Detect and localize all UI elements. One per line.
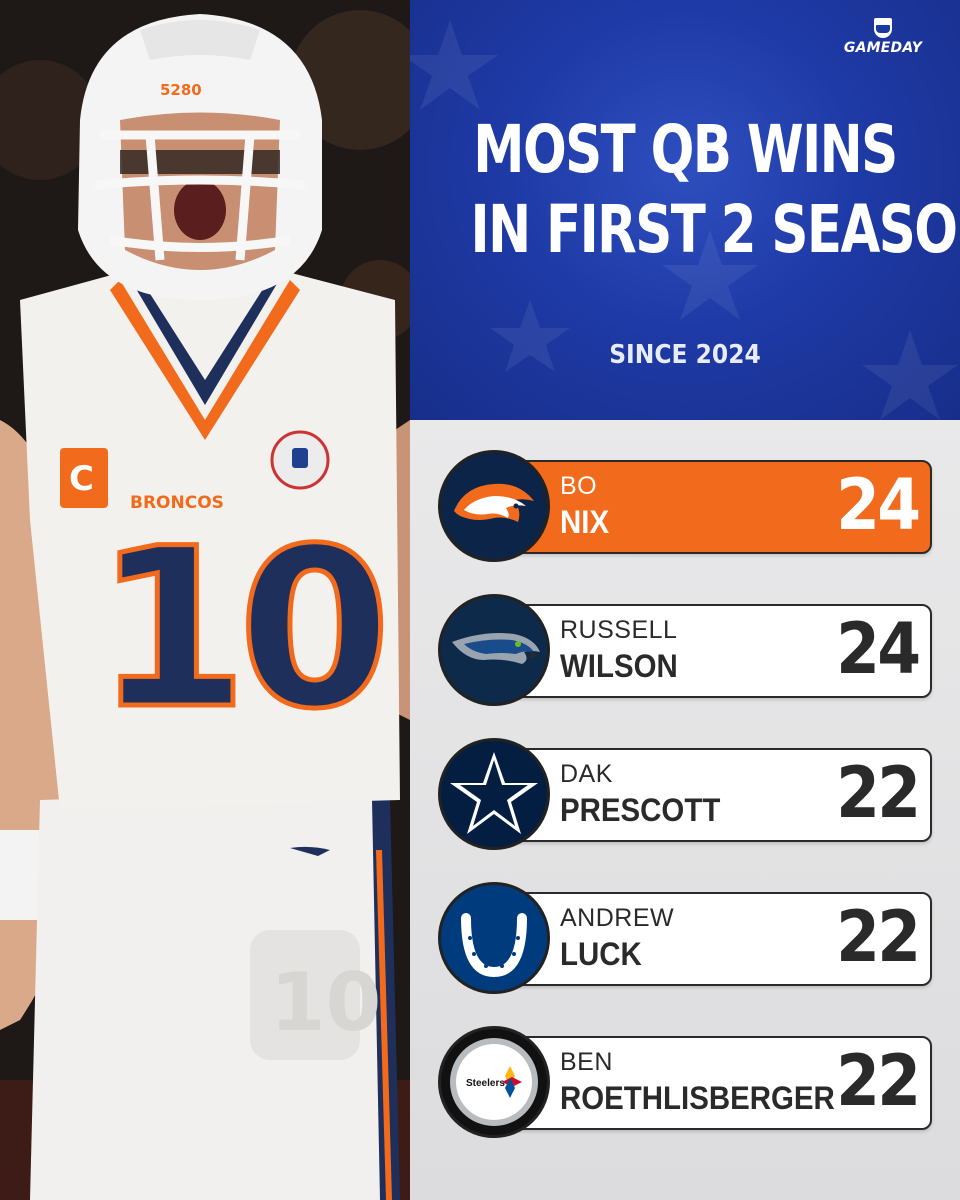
star-pattern-background: [410, 20, 958, 420]
leader-row: RUSSELL WILSON 24: [438, 594, 932, 706]
first-name: BO: [560, 472, 598, 500]
first-name: RUSSELL: [560, 616, 678, 644]
quarterback-illustration: 10 10 BRONCOS C 5280: [0, 0, 410, 1200]
page-title: MOST QB WINS IN FIRST 2 SEASONS: [470, 110, 960, 270]
nfl-gameday-brand: GAMEDAY: [838, 18, 928, 56]
title-line-1: MOST QB WINS: [473, 111, 898, 188]
leader-bar: [498, 748, 932, 842]
leader-row: DAK PRESCOTT 22: [438, 738, 932, 850]
wins-value: 24: [835, 464, 921, 546]
leader-bar: [498, 604, 932, 698]
first-name: DAK: [560, 760, 613, 788]
first-name: ANDREW: [560, 904, 675, 932]
wins-value: 22: [835, 896, 921, 978]
wins-value: 24: [835, 608, 921, 690]
helmet-text: 5280: [160, 81, 202, 99]
last-name: WILSON: [560, 648, 678, 684]
header: GAMEDAY MOST QB WINS IN FIRST 2 SEASONS …: [410, 0, 960, 420]
last-name: PRESCOTT: [560, 792, 721, 828]
subtitle: SINCE 2024: [609, 340, 761, 370]
nfl-shield-icon: [874, 18, 892, 38]
broncos-logo-icon: [438, 450, 550, 562]
captain-patch: C: [69, 459, 94, 499]
last-name: ROETHLISBERGER: [560, 1080, 835, 1116]
leader-bar: [498, 892, 932, 986]
steelers-logo-icon: Steelers: [438, 1026, 550, 1138]
leader-bar: [498, 460, 932, 554]
knee-pad-number: 10: [270, 956, 381, 1049]
leader-row: BO NIX 24: [438, 450, 932, 562]
wins-value: 22: [835, 1040, 921, 1122]
leader-row: ANDREW LUCK 22: [438, 882, 932, 994]
last-name: NIX: [560, 504, 610, 540]
leader-row: Steelers BEN ROETHLISBERGER 22: [438, 1026, 932, 1138]
last-name: LUCK: [560, 936, 642, 972]
title-line-2: IN FIRST 2 SEASONS: [470, 191, 960, 268]
wins-value: 22: [835, 752, 921, 834]
cowboys-logo-icon: [438, 738, 550, 850]
colts-logo-icon: [438, 882, 550, 994]
jersey-wordmark: BRONCOS: [130, 493, 224, 513]
brand-name: GAMEDAY: [843, 40, 923, 56]
first-name: BEN: [560, 1048, 613, 1076]
leaders-list: BO NIX 24 RUSSELL WILSON 24 DAK PRESCOTT: [410, 420, 960, 1200]
leader-bar: [498, 1036, 932, 1130]
jersey-number: 10: [95, 501, 381, 757]
seahawks-logo-icon: [438, 594, 550, 706]
player-photo: 10 10 BRONCOS C 5280: [0, 0, 410, 1200]
steelers-wordmark: Steelers: [466, 1078, 505, 1089]
